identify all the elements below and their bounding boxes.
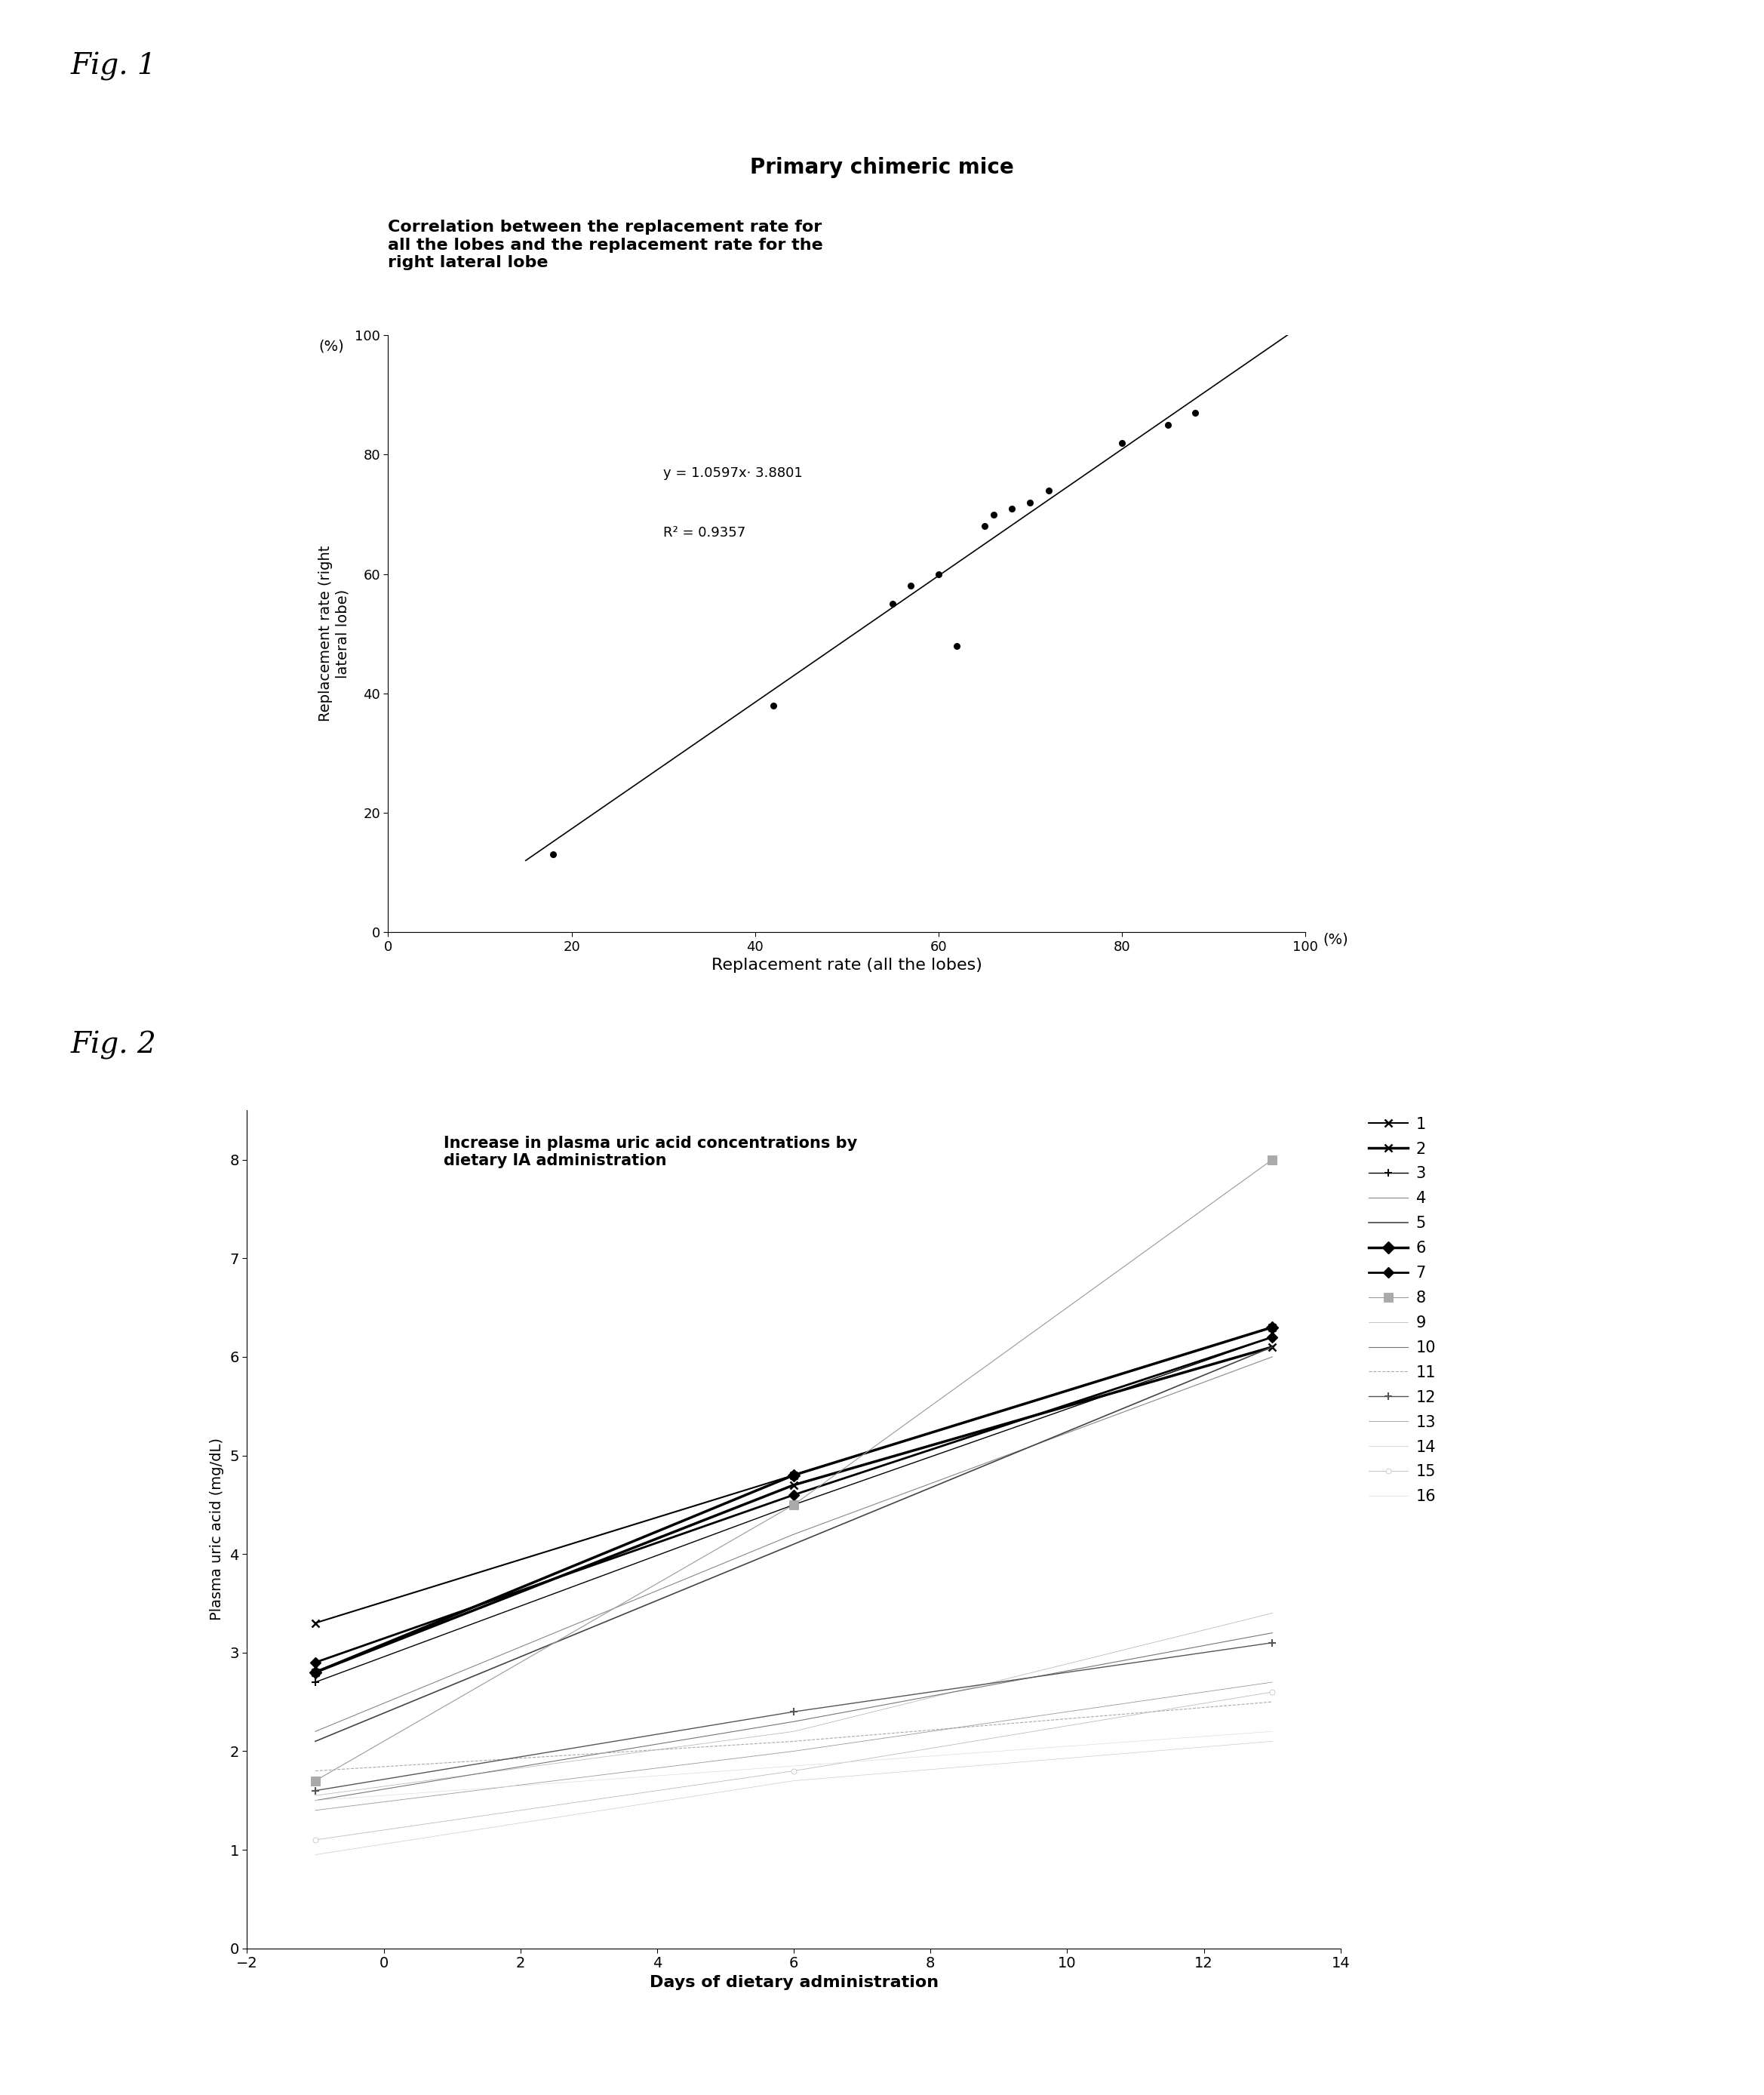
Legend: 1, 2, 3, 4, 5, 6, 7, 8, 9, 10, 11, 12, 13, 14, 15, 16: 1, 2, 3, 4, 5, 6, 7, 8, 9, 10, 11, 12, 1… [1362,1110,1443,1510]
Text: Fig. 1: Fig. 1 [71,52,157,82]
Text: (%): (%) [319,339,344,354]
Point [979,497,1007,530]
Point [878,587,907,620]
Text: Correlation between the replacement rate for
all the lobes and the replacement r: Correlation between the replacement rate… [388,220,824,270]
Text: R² = 0.9357: R² = 0.9357 [663,526,746,541]
Text: y = 1.0597x· 3.8801: y = 1.0597x· 3.8801 [663,467,803,480]
Point [924,557,953,591]
Point [540,838,568,872]
Point [1034,473,1062,507]
Point [1182,396,1210,429]
Text: Increase in plasma uric acid concentrations by
dietary IA administration: Increase in plasma uric acid concentrati… [445,1135,857,1169]
Point [896,570,924,603]
Point [942,628,970,662]
X-axis label: Days of dietary administration: Days of dietary administration [649,1976,938,1990]
Point [970,509,998,543]
Point [759,689,787,723]
Y-axis label: Replacement rate (right
lateral lobe): Replacement rate (right lateral lobe) [319,545,349,723]
Point [1154,409,1182,442]
Text: Primary chimeric mice: Primary chimeric mice [750,157,1014,178]
X-axis label: Replacement rate (all the lobes): Replacement rate (all the lobes) [711,957,983,972]
Point [998,492,1027,526]
Point [1016,486,1044,520]
Text: Fig. 2: Fig. 2 [71,1031,157,1060]
Text: (%): (%) [1323,932,1348,947]
Point [1108,425,1136,459]
Y-axis label: Plasma uric acid (mg/dL): Plasma uric acid (mg/dL) [210,1437,224,1622]
